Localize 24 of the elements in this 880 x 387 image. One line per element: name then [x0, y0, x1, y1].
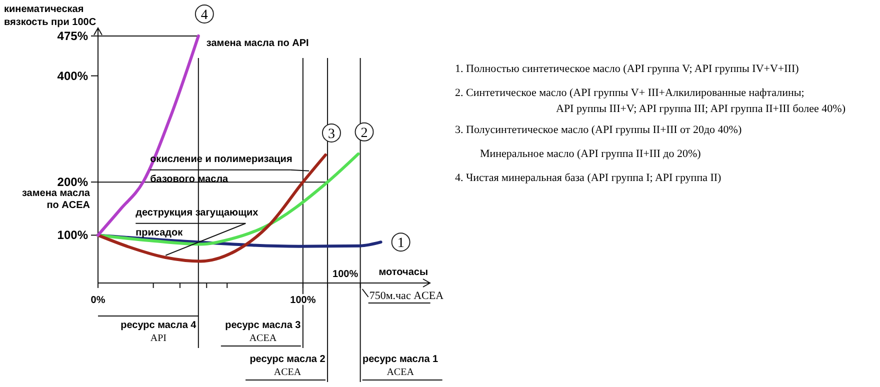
- series-label: 4: [200, 8, 208, 23]
- annotation: 100%: [332, 269, 358, 280]
- ref-line-label: замена масла по ACEA: [22, 188, 90, 212]
- text: Минеральное масло (API группа II+III до 20%): [480, 148, 702, 160]
- annotation: 750м.час ACEA: [369, 290, 444, 302]
- y-tick-label: 200%: [57, 175, 88, 190]
- series-label: 2: [360, 126, 368, 141]
- text: 4. Чистая минеральная база (API группа I; API группа II): [455, 172, 722, 184]
- x-axis-title: моточасы: [378, 267, 428, 278]
- ref-line-label: ресурс масла 1 ACEA: [362, 354, 439, 378]
- ref-line-label: ресурс масла 4 API: [120, 320, 197, 344]
- ref-line-label: ресурс масла 3 ACEA: [225, 320, 302, 344]
- y-tick-label: 400%: [57, 68, 88, 83]
- text: 1. Полностью синтетическое масло (API группа V; API группы IV+V+III): [455, 63, 800, 75]
- x-tick-label: 0%: [90, 295, 106, 306]
- y-tick-label: 475%: [57, 28, 88, 43]
- text: 3. Полусинтетическое масло (API группы II+III от 20до 40%): [455, 124, 742, 136]
- ref-line-label: ресурс масла 2 ACEA: [250, 354, 326, 378]
- ref-line-label: замена масла по API: [206, 38, 310, 49]
- y-tick-label: 100%: [57, 228, 88, 242]
- text: 2. Синтетическое масло (API группы V+ III+Алкилированные нафталины; API руппы III+V; API группа III; API группа II+III более 40%): [455, 87, 846, 115]
- series-label: 3: [328, 126, 335, 142]
- series-label: 1: [397, 236, 404, 252]
- y-axis-title: кинематическая вязкость при 100С: [4, 4, 96, 28]
